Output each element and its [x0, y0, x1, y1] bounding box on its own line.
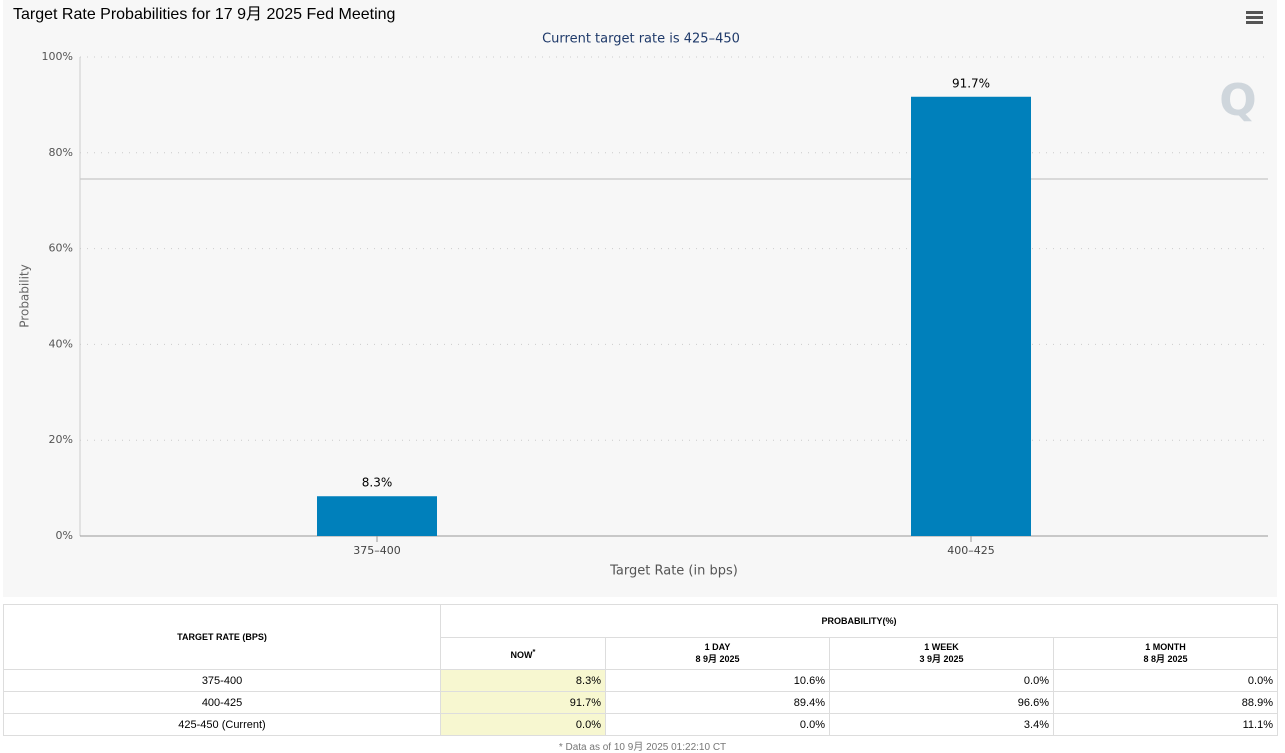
probability-cell: 10.6%: [605, 669, 830, 692]
probability-cell: 0.0%: [440, 713, 606, 736]
y-tick-label: 60%: [49, 242, 73, 255]
table-row: 425-450 (Current) 0.0% 0.0% 3.4% 11.1%: [3, 713, 1278, 736]
y-tick-label: 80%: [49, 146, 73, 159]
watermark: Q: [1219, 75, 1256, 126]
header: 1 WEEK: [924, 642, 959, 652]
header: 1 DAY 8 9月 2025: [605, 637, 830, 670]
header: TARGET RATE (BPS): [3, 604, 441, 670]
x-tick-label: 400–425: [947, 544, 995, 557]
chart-title: Target Rate Probabilities for 17 9月 2025…: [13, 6, 395, 23]
header: PROBABILITY(%): [440, 604, 1278, 638]
chart-background: [3, 0, 1277, 597]
probability-cell: 0.0%: [1053, 669, 1278, 692]
header: 1 MONTH: [1145, 642, 1186, 652]
header: 1 WEEK 3 9月 2025: [829, 637, 1054, 670]
chart-subtitle: Current target rate is 425–450: [542, 32, 740, 47]
date: 8 9月 2025: [695, 654, 740, 664]
probability-cell: 91.7%: [440, 691, 606, 714]
rate-cell: 375-400: [3, 669, 441, 692]
x-tick-label: 375–400: [353, 544, 401, 557]
probability-cell: 88.9%: [1053, 691, 1278, 714]
probability-cell: 3.4%: [829, 713, 1054, 736]
header: NOW*: [440, 637, 606, 670]
header: 1 DAY: [704, 642, 731, 652]
data-label: 91.7%: [952, 76, 990, 90]
probability-cell: 11.1%: [1053, 713, 1278, 736]
probability-cell: 0.0%: [829, 669, 1054, 692]
y-tick-label: 40%: [49, 337, 73, 350]
rate-cell: 425-450 (Current): [3, 713, 441, 736]
header: NOW: [510, 650, 533, 660]
chart: Target Rate Probabilities for 17 9月 2025…: [3, 0, 1277, 597]
bar: [911, 96, 1031, 536]
probability-cell: 89.4%: [605, 691, 830, 714]
menu-icon[interactable]: [1246, 11, 1263, 24]
table-row: 375-400 8.3% 10.6% 0.0% 0.0%: [3, 669, 1278, 692]
y-axis-label: Probability: [18, 264, 32, 327]
bar: [317, 496, 437, 536]
header: 1 MONTH 8 8月 2025: [1053, 637, 1278, 670]
y-tick-label: 0%: [56, 529, 73, 542]
date: 8 8月 2025: [1143, 654, 1188, 664]
y-tick-label: 100%: [42, 50, 73, 63]
note: *: [532, 647, 536, 656]
probability-cell: 8.3%: [440, 669, 606, 692]
date: 3 9月 2025: [919, 654, 964, 664]
probability-table: TARGET RATE (BPS) PROBABILITY(%) NOW* 1 …: [3, 604, 1278, 736]
probability-cell: 96.6%: [829, 691, 1054, 714]
y-tick-label: 20%: [49, 433, 73, 446]
table-row: 400-425 91.7% 89.4% 96.6% 88.9%: [3, 691, 1278, 714]
data-label: 8.3%: [362, 476, 393, 490]
x-axis-label: Target Rate (in bps): [609, 564, 738, 579]
probability-cell: 0.0%: [605, 713, 830, 736]
rate-cell: 400-425: [3, 691, 441, 714]
